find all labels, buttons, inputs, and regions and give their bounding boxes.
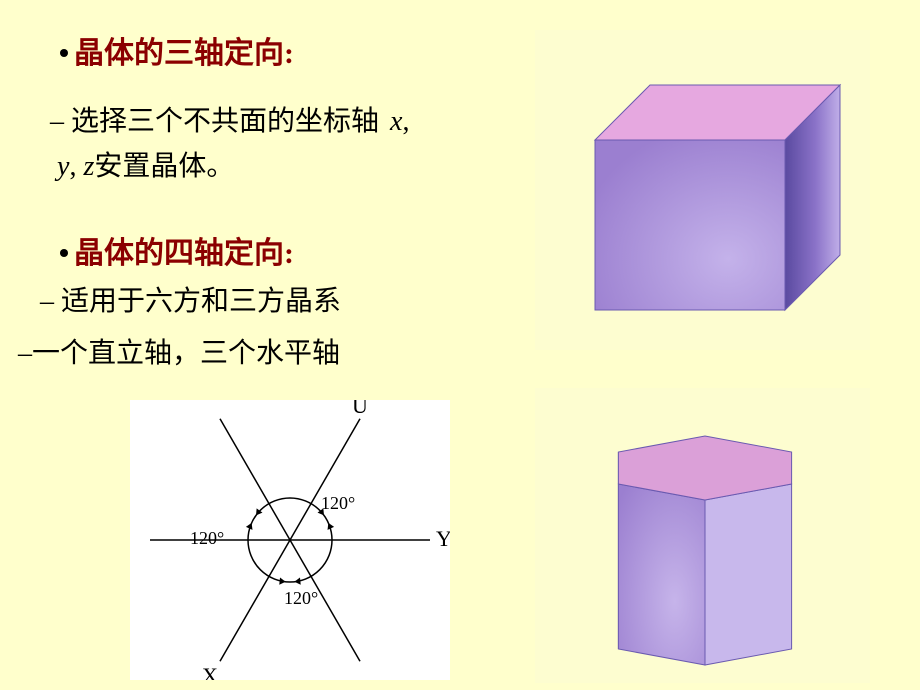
var-z: z (83, 151, 94, 182)
comma2: , (69, 151, 83, 182)
three-axis-desc: – 选择三个不共面的坐标轴 x, y, z安置晶体。 (50, 100, 510, 190)
comma1: , (402, 106, 409, 137)
heading-three-axis: 晶体的三轴定向: (60, 28, 294, 72)
svg-text:120°: 120° (190, 528, 224, 548)
heading-four-axis: 晶体的四轴定向: (60, 228, 294, 272)
var-y: y (57, 151, 69, 182)
desc3-text: –一个直立轴，三个水平轴 (18, 338, 340, 369)
hex-svg (535, 388, 870, 683)
desc1-part-a: – 选择三个不共面的坐标轴 (50, 106, 386, 137)
svg-text:120°: 120° (321, 493, 355, 513)
four-axis-desc2: –一个直立轴，三个水平轴 (18, 332, 340, 377)
hex-prism-figure (535, 388, 870, 683)
desc1-part-b: 安置晶体。 (94, 151, 234, 182)
cube-figure (535, 30, 870, 350)
heading2-text: 晶体的四轴定向: (74, 237, 294, 270)
var-x: x (390, 106, 402, 137)
svg-text:U: U (352, 400, 368, 418)
bullet-icon (60, 249, 68, 257)
axes-diagram: U Y X 120° 120° 120° (130, 400, 450, 680)
axes-svg: U Y X 120° 120° 120° (130, 400, 450, 680)
desc2-text: – 适用于六方和三方晶系 (40, 286, 341, 317)
heading1-text: 晶体的三轴定向: (74, 37, 294, 70)
svg-text:Y: Y (436, 526, 450, 551)
four-axis-desc1: – 适用于六方和三方晶系 (40, 280, 341, 325)
svg-text:120°: 120° (284, 588, 318, 608)
svg-text:X: X (202, 663, 218, 680)
cube-svg (535, 30, 870, 350)
bullet-icon (60, 49, 68, 57)
